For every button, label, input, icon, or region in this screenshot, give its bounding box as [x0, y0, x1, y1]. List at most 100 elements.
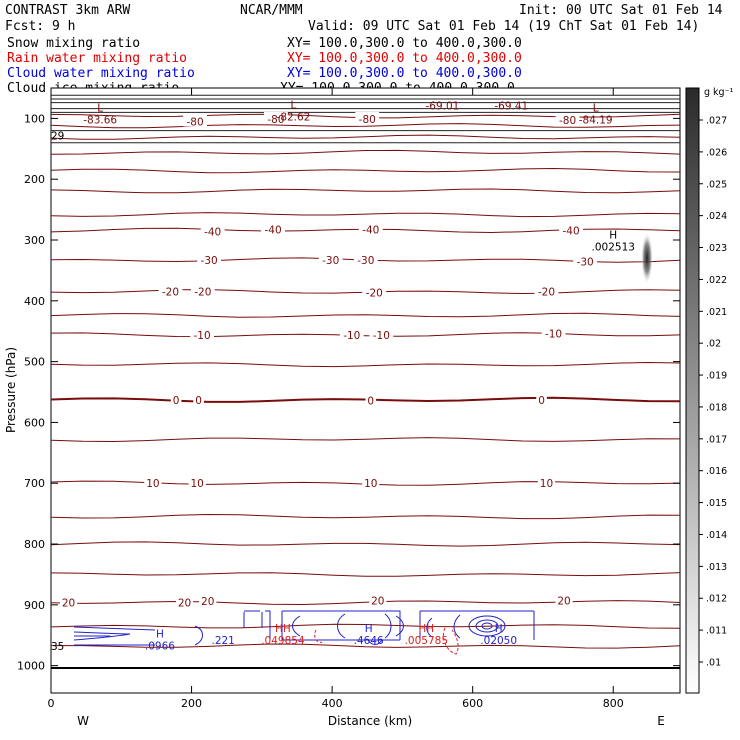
extremum-value: 2429 [38, 130, 65, 142]
temperature-labels: -80 -80 -80 -80 -40 -40 -40 -40 -30 -30 -30 -30 -20 -… [59, 112, 598, 609]
temperature-label: 10 [364, 478, 377, 490]
temperature-label: 20 [371, 596, 384, 608]
extremum-value: -69.41 [494, 101, 528, 113]
temperature-label: -10 [343, 330, 360, 342]
y-tick-label: 200 [24, 173, 45, 186]
temperature-label-bg [559, 223, 583, 236]
colorbar-tick-label: .017 [706, 434, 727, 445]
temperature-label-bg [190, 327, 215, 340]
temperature-label: 0 [538, 395, 545, 407]
upper-ice-contours [51, 94, 680, 144]
extremum-value: .221 [211, 635, 234, 647]
y-tick-label: 600 [24, 416, 45, 429]
extremum-value: .049854 [261, 635, 305, 647]
colorbar-tick-label: .015 [706, 498, 727, 509]
extremum-value: .0966 [145, 641, 175, 653]
temperature-label-bg [537, 476, 556, 489]
field-xy-rain: XY= 100.0,300.0 to 400.0,300.0 [287, 51, 522, 66]
extrema-labels: L-83.66L-82.62L-84.19-69.01 -69.412429H.0… [38, 100, 635, 654]
x-axis-label: Distance (km) [328, 714, 412, 728]
colorbar-tick-label: .011 [706, 626, 727, 637]
temperature-label: 10 [540, 478, 553, 490]
x-tick-label: 600 [462, 697, 483, 710]
temperature-contour-line [51, 188, 680, 194]
temperature-label-bg [158, 284, 183, 297]
extremum-value: 2535 [38, 641, 65, 653]
temperature-label: -80 [359, 114, 376, 126]
temperature-label: 10 [190, 478, 203, 490]
temperature-label-bg [261, 222, 285, 235]
x-axis-west-label: W [77, 714, 89, 728]
temperature-label-bg [199, 594, 217, 607]
extremum-value: -82.62 [277, 112, 311, 124]
rain-water-contours [314, 627, 459, 655]
temperature-label-bg [190, 284, 215, 297]
temperature-contour-line [51, 312, 680, 318]
field-xy-cloud-water: XY= 100.0,300.0 to 400.0,300.0 [287, 66, 522, 81]
colorbar-tick-label: .021 [706, 307, 727, 318]
temperature-contour-line [51, 332, 680, 338]
colorbar-tick-label: .027 [706, 116, 727, 127]
extremum-value: .02050 [480, 635, 517, 647]
colorbar-tick-label: .012 [706, 594, 727, 605]
temperature-label-bg [536, 392, 547, 405]
temperature-label: 20 [62, 597, 75, 609]
temperature-contour-line [51, 437, 680, 443]
temperature-label-bg [197, 253, 222, 266]
colorbar-tick-label: .023 [706, 243, 727, 254]
x-tick-label: 0 [48, 697, 55, 710]
temperature-label: -30 [357, 255, 374, 267]
field-label-rain: Rain water mixing ratio [7, 51, 187, 66]
plot-content: -80 -80 -80 -80 -40 -40 -40 -40 -30 -30 -30 -30 -20 -… [38, 94, 680, 669]
temperature-label-bg [555, 113, 580, 126]
extremum-value: -83.66 [83, 115, 117, 127]
temperature-label-bg [193, 392, 204, 405]
extremum-value: -84.19 [579, 115, 613, 127]
temperature-contour-line [51, 623, 680, 629]
temperature-label-bg [183, 114, 207, 127]
plot-area [50, 87, 681, 694]
colorbar-tick-label: .016 [706, 466, 727, 477]
colorbar-tick-label: .022 [706, 275, 727, 286]
colorbar-tick-label: .013 [706, 562, 727, 573]
colorbar-tick-label: .02 [706, 339, 721, 350]
temperature-contour-line [51, 212, 680, 218]
temperature-label-bg [555, 593, 573, 606]
temperature-contour-line [51, 513, 680, 520]
y-tick-label: 300 [24, 234, 45, 247]
extremum-value: .005785 [405, 635, 448, 647]
temperature-label: -40 [362, 225, 379, 237]
temperature-label-bg [362, 476, 380, 489]
temperature-label-bg [541, 326, 566, 339]
colorbar-tick-label: .01 [706, 658, 721, 669]
temperature-label: -80 [267, 114, 284, 126]
temperature-label-bg [365, 393, 377, 406]
temperature-contour-line [51, 361, 680, 368]
temperature-contour-line [51, 134, 680, 140]
temperature-label-bg [362, 285, 387, 298]
temperature-label-bg [318, 253, 343, 266]
colorbar-tick-label: .026 [706, 147, 727, 158]
temperature-label: 20 [201, 596, 214, 608]
extremum-marker: H [365, 623, 373, 635]
center-title: NCAR/MMM [240, 3, 303, 18]
temperature-label: -20 [162, 287, 179, 299]
valid-time: Valid: 09 UTC Sat 01 Feb 14 (19 ChT Sat … [308, 19, 699, 34]
temperature-contour-line [51, 572, 680, 577]
temperature-label: -30 [577, 256, 594, 268]
ice-shading-blob [641, 232, 653, 284]
extremum-marker: L [97, 103, 103, 115]
temperature-label: 20 [178, 597, 191, 609]
temperature-contour-line [51, 643, 680, 649]
cloud-water-contours [73, 610, 535, 646]
y-axis-label: Pressure (hPa) [4, 347, 18, 433]
extremum-value: .002513 [592, 242, 635, 254]
temperature-label-bg [144, 476, 162, 489]
y-tick-label: 700 [24, 477, 45, 490]
extremum-marker: H [609, 230, 617, 242]
temperature-label: -10 [194, 330, 211, 342]
field-label-snow: Snow mixing ratio [7, 36, 140, 51]
temperature-label: -80 [559, 115, 576, 127]
temperature-contour-line [51, 541, 680, 547]
